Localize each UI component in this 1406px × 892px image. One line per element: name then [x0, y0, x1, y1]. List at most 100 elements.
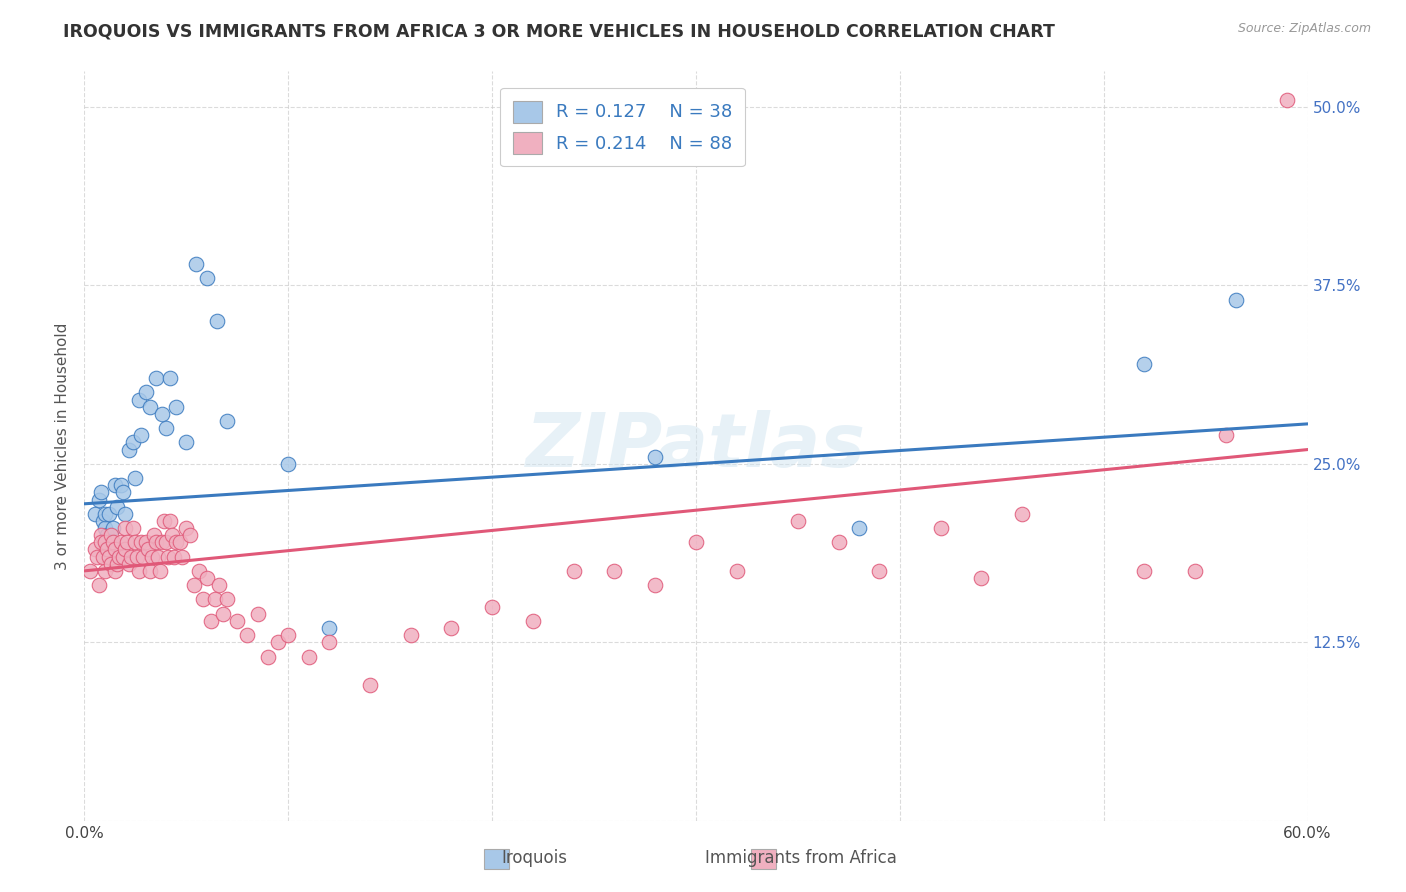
Point: [440, 621, 463, 635]
Point: [725, 564, 748, 578]
Point: [208, 578, 231, 592]
Point: [97, 549, 120, 564]
Point: [160, 528, 183, 542]
Point: [195, 271, 218, 285]
Point: [267, 635, 290, 649]
Point: [97, 507, 120, 521]
Point: [83, 542, 105, 557]
Point: [105, 500, 128, 514]
Point: [163, 549, 186, 564]
Point: [110, 535, 132, 549]
Point: [787, 514, 810, 528]
Point: [1184, 564, 1206, 578]
Point: [93, 535, 115, 549]
Point: [90, 535, 112, 549]
Point: [128, 392, 150, 407]
Point: [217, 592, 239, 607]
Point: [86, 549, 108, 564]
Point: [79, 564, 101, 578]
Text: Source: ZipAtlas.com: Source: ZipAtlas.com: [1237, 22, 1371, 36]
Point: [205, 314, 228, 328]
Text: ZIPatlas: ZIPatlas: [526, 409, 866, 483]
Point: [150, 535, 173, 549]
Point: [120, 549, 142, 564]
Point: [114, 507, 136, 521]
Point: [90, 528, 112, 542]
Text: Immigrants from Africa: Immigrants from Africa: [706, 849, 897, 867]
Point: [1277, 93, 1299, 107]
Point: [87, 578, 110, 592]
Point: [562, 564, 585, 578]
Point: [91, 549, 114, 564]
Point: [685, 535, 707, 549]
Point: [318, 635, 340, 649]
Point: [1133, 564, 1156, 578]
Point: [93, 507, 115, 521]
Point: [277, 628, 299, 642]
Point: [93, 564, 115, 578]
Point: [848, 521, 870, 535]
Point: [91, 514, 114, 528]
Point: [114, 521, 136, 535]
Point: [318, 621, 340, 635]
Point: [298, 649, 321, 664]
Point: [226, 614, 249, 628]
Y-axis label: 3 or more Vehicles in Household: 3 or more Vehicles in Household: [55, 322, 70, 570]
Point: [165, 535, 187, 549]
Point: [204, 592, 226, 607]
Point: [359, 678, 381, 692]
Point: [118, 442, 141, 457]
Point: [399, 628, 422, 642]
Point: [114, 542, 136, 557]
Legend: R = 0.127    N = 38, R = 0.214    N = 88: R = 0.127 N = 38, R = 0.214 N = 88: [501, 88, 745, 166]
Point: [145, 371, 167, 385]
Point: [212, 607, 235, 621]
Point: [1225, 293, 1247, 307]
Point: [101, 521, 124, 535]
Point: [83, 507, 105, 521]
Point: [118, 557, 141, 571]
Point: [124, 535, 146, 549]
Point: [174, 435, 197, 450]
Point: [970, 571, 993, 585]
Point: [159, 514, 181, 528]
Point: [603, 564, 626, 578]
Point: [179, 528, 201, 542]
Point: [112, 485, 135, 500]
Point: [100, 528, 122, 542]
Point: [104, 478, 127, 492]
Point: [96, 528, 118, 542]
Point: [481, 599, 503, 614]
Point: [122, 435, 145, 450]
Point: [195, 571, 218, 585]
Point: [200, 614, 222, 628]
Point: [187, 564, 209, 578]
Point: [149, 564, 172, 578]
Point: [135, 385, 157, 400]
Point: [1133, 357, 1156, 371]
Point: [155, 535, 177, 549]
Point: [257, 649, 280, 664]
Point: [828, 535, 851, 549]
Point: [100, 535, 122, 549]
Point: [169, 535, 191, 549]
Point: [131, 428, 153, 442]
Point: [136, 542, 159, 557]
Point: [90, 485, 112, 500]
Point: [186, 257, 208, 271]
Point: [153, 514, 176, 528]
Point: [183, 578, 205, 592]
Point: [644, 450, 666, 464]
Point: [145, 535, 167, 549]
Point: [141, 549, 163, 564]
Point: [112, 549, 135, 564]
Point: [87, 492, 110, 507]
Point: [124, 471, 146, 485]
Point: [1011, 507, 1033, 521]
Point: [93, 521, 115, 535]
Point: [138, 400, 160, 414]
Point: [132, 549, 155, 564]
Point: [100, 557, 122, 571]
Point: [150, 407, 173, 421]
Point: [191, 592, 214, 607]
